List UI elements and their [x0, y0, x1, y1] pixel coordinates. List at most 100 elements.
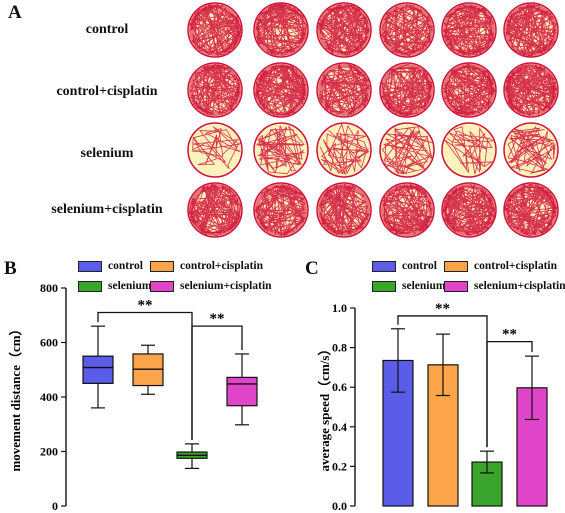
bar-selenium-cisplatin — [516, 355, 548, 507]
track-rim-density — [318, 64, 370, 116]
box-body — [226, 376, 258, 407]
track-arena — [253, 182, 309, 238]
legend-label: selenium — [402, 280, 446, 292]
track-rim-density — [505, 4, 557, 56]
y-tick-label: 0.8 — [332, 341, 347, 355]
legend-swatch — [150, 260, 174, 272]
track-arena — [187, 62, 243, 118]
track-arena — [379, 182, 435, 238]
y-tick-label: 0 — [52, 499, 58, 513]
track-path — [255, 125, 305, 175]
track-rim-density — [443, 64, 495, 116]
significance-bracket — [486, 341, 533, 448]
y-tick-label: 600 — [40, 336, 58, 350]
track-arena — [187, 2, 243, 58]
legend-swatch — [150, 280, 174, 292]
bar-selenium — [471, 450, 503, 507]
panel-c-letter: C — [305, 258, 319, 279]
y-tick-label: 0.0 — [332, 499, 347, 513]
y-tick-label: 400 — [40, 390, 58, 404]
significance-bracket — [191, 325, 243, 440]
significance-label: ** — [210, 311, 225, 327]
y-tick-label: 200 — [40, 445, 58, 459]
legend-label: selenium — [108, 280, 152, 292]
track-rim-density — [443, 184, 495, 236]
significance-label: ** — [435, 301, 450, 317]
chart-b-movement-distance: 0 200 400 600 800 movement distance（cm） ** ** — [8, 281, 258, 513]
bar-control-cisplatin — [427, 333, 459, 507]
y-tick-label: 0.6 — [332, 380, 347, 394]
legend-b-control-cisplatin: control+cisplatin — [150, 260, 263, 272]
track-rim-density — [505, 184, 557, 236]
track-path — [504, 63, 558, 116]
legend-c-control: control — [372, 260, 437, 272]
legend-label: selenium+cisplatin — [180, 280, 272, 292]
track-arena — [441, 2, 497, 58]
row-label-selenium-cisplatin: selenium+cisplatin — [51, 202, 163, 217]
chart-c-average-speed: 0.0 0.2 0.4 0.6 0.8 1.0 average speed（cm/s） ** *… — [317, 301, 548, 513]
legend-swatch — [444, 280, 468, 292]
significance-label: ** — [502, 327, 517, 343]
legend-label: control+cisplatin — [180, 260, 264, 272]
track-arena — [253, 62, 309, 118]
track-rim-density — [381, 64, 433, 116]
track-rim-density — [255, 4, 307, 56]
track-rim-density — [189, 4, 241, 56]
y-tick-label: 0.2 — [332, 459, 347, 473]
track-rim-density — [381, 4, 433, 56]
legend-swatch — [78, 260, 102, 272]
track-arena — [441, 62, 497, 118]
track-path — [442, 3, 495, 57]
track-path — [191, 126, 241, 170]
bar — [471, 461, 503, 507]
track-rim-density — [318, 184, 370, 236]
legend-b-control: control — [78, 260, 143, 272]
track-arena — [316, 122, 372, 178]
track-grid — [187, 2, 559, 238]
track-arena — [316, 182, 372, 238]
track-arena — [503, 62, 559, 118]
track-path — [380, 3, 434, 57]
box-body — [82, 355, 114, 384]
legend-c-control-cisplatin: control+cisplatin — [444, 260, 557, 272]
track-path — [444, 126, 495, 175]
legend-b-selenium: selenium — [78, 280, 151, 292]
y-tick-label: 1.0 — [332, 301, 347, 315]
legend-label: control — [108, 260, 143, 272]
track-arena — [441, 182, 497, 238]
y-tick-label: 0.4 — [332, 420, 347, 434]
legend-b-selenium-cisplatin: selenium+cisplatin — [150, 280, 272, 292]
track-path — [319, 122, 371, 175]
legend-swatch — [444, 260, 468, 272]
y-axis-label: average speed（cm/s） — [317, 343, 332, 472]
box-selenium-cisplatin — [226, 353, 258, 426]
track-arena — [441, 122, 497, 178]
track-arena — [187, 122, 243, 178]
legend-swatch — [372, 280, 396, 292]
legend-c-selenium-cisplatin: selenium+cisplatin — [444, 280, 565, 292]
track-arena — [253, 122, 309, 178]
track-arena — [253, 2, 309, 58]
panel-b-letter: B — [4, 258, 17, 279]
track-arena — [503, 2, 559, 58]
box-selenium — [176, 443, 208, 469]
legend-label: selenium+cisplatin — [474, 280, 565, 292]
legend-swatch — [372, 260, 396, 272]
box-control — [82, 325, 114, 409]
y-axis-label: movement distance（cm） — [8, 322, 23, 471]
track-rim-density — [189, 64, 241, 116]
track-arena — [187, 182, 243, 238]
track-rim-density — [189, 184, 241, 236]
y-tick-label: 800 — [40, 281, 58, 295]
track-arena — [316, 2, 372, 58]
track-arena — [379, 2, 435, 58]
track-arena — [379, 62, 435, 118]
track-arena — [503, 182, 559, 238]
track-rim-density — [505, 64, 557, 116]
bar-control — [382, 328, 414, 507]
track-rim-density — [255, 64, 307, 116]
track-arena — [379, 122, 435, 178]
legend-label: control+cisplatin — [474, 260, 558, 272]
box-control-cisplatin — [132, 344, 164, 395]
row-label-control-cisplatin: control+cisplatin — [56, 84, 158, 99]
